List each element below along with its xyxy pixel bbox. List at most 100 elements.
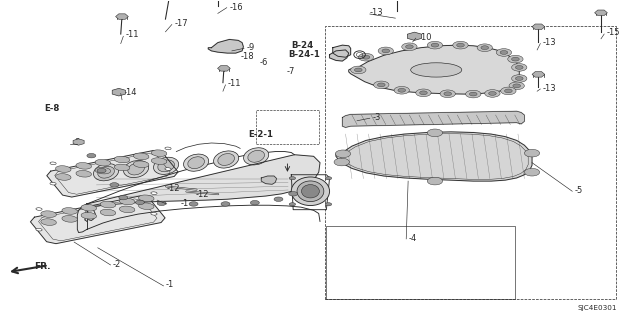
Polygon shape xyxy=(342,111,524,127)
Circle shape xyxy=(87,153,96,158)
Ellipse shape xyxy=(95,160,111,166)
Text: FR.: FR. xyxy=(34,262,51,271)
Circle shape xyxy=(119,196,128,200)
Ellipse shape xyxy=(95,167,111,174)
Text: -5: -5 xyxy=(574,186,582,195)
Polygon shape xyxy=(77,204,87,233)
Circle shape xyxy=(362,55,370,59)
Circle shape xyxy=(508,55,523,63)
Bar xyxy=(326,226,515,299)
Circle shape xyxy=(382,49,390,53)
Circle shape xyxy=(351,66,366,74)
Circle shape xyxy=(157,201,166,205)
Circle shape xyxy=(524,149,540,157)
Ellipse shape xyxy=(50,162,56,165)
Circle shape xyxy=(189,202,198,206)
Circle shape xyxy=(289,192,298,196)
Ellipse shape xyxy=(301,185,319,198)
Ellipse shape xyxy=(411,63,462,77)
Text: -15: -15 xyxy=(606,28,620,37)
Ellipse shape xyxy=(138,195,154,202)
Circle shape xyxy=(500,50,508,54)
Ellipse shape xyxy=(133,161,149,167)
Polygon shape xyxy=(31,196,165,244)
Ellipse shape xyxy=(115,164,130,171)
Circle shape xyxy=(334,158,349,166)
Circle shape xyxy=(355,68,362,72)
Ellipse shape xyxy=(56,166,71,172)
Ellipse shape xyxy=(184,154,209,171)
Text: B-24-1: B-24-1 xyxy=(288,49,320,59)
Circle shape xyxy=(289,203,296,206)
Circle shape xyxy=(325,203,332,206)
Circle shape xyxy=(509,82,524,90)
Polygon shape xyxy=(87,155,320,206)
Text: E-2-1: E-2-1 xyxy=(248,130,273,139)
Text: -18: -18 xyxy=(240,52,254,61)
Polygon shape xyxy=(349,45,519,94)
Ellipse shape xyxy=(138,203,154,210)
Circle shape xyxy=(515,77,523,80)
Ellipse shape xyxy=(154,157,179,174)
Circle shape xyxy=(221,202,230,206)
Ellipse shape xyxy=(93,164,118,181)
Circle shape xyxy=(402,43,417,50)
Text: -7: -7 xyxy=(287,67,295,76)
Circle shape xyxy=(481,46,488,50)
Ellipse shape xyxy=(218,153,234,166)
Circle shape xyxy=(466,90,481,98)
Circle shape xyxy=(513,84,520,88)
Text: -13: -13 xyxy=(542,38,556,47)
Ellipse shape xyxy=(76,163,92,169)
Circle shape xyxy=(500,87,516,95)
Text: -1: -1 xyxy=(166,280,173,289)
Text: -1: -1 xyxy=(180,199,189,208)
Ellipse shape xyxy=(36,208,42,210)
Ellipse shape xyxy=(120,198,135,205)
Circle shape xyxy=(453,41,468,49)
Circle shape xyxy=(398,88,406,92)
Circle shape xyxy=(444,92,452,96)
Circle shape xyxy=(274,197,283,201)
Ellipse shape xyxy=(133,153,149,160)
Polygon shape xyxy=(330,50,349,61)
Circle shape xyxy=(420,91,428,95)
Ellipse shape xyxy=(41,219,56,225)
Ellipse shape xyxy=(244,148,269,165)
Polygon shape xyxy=(333,45,351,57)
Circle shape xyxy=(477,44,492,51)
Text: -16: -16 xyxy=(229,3,243,11)
Text: -3: -3 xyxy=(372,113,381,122)
Ellipse shape xyxy=(158,160,175,172)
Ellipse shape xyxy=(151,150,167,156)
Circle shape xyxy=(511,75,527,82)
Ellipse shape xyxy=(56,174,71,180)
Circle shape xyxy=(484,90,500,97)
Circle shape xyxy=(406,45,413,49)
Bar xyxy=(325,26,616,299)
Text: -2: -2 xyxy=(113,260,121,269)
Circle shape xyxy=(428,129,443,137)
Bar xyxy=(256,110,319,144)
Circle shape xyxy=(511,57,519,61)
Text: -10: -10 xyxy=(419,33,433,42)
Circle shape xyxy=(515,65,523,69)
Circle shape xyxy=(496,49,511,56)
Ellipse shape xyxy=(100,201,116,208)
Text: -14: -14 xyxy=(124,88,137,97)
Circle shape xyxy=(110,183,119,187)
Circle shape xyxy=(428,41,443,49)
Circle shape xyxy=(511,63,527,71)
Ellipse shape xyxy=(214,151,239,168)
Ellipse shape xyxy=(188,157,204,169)
Circle shape xyxy=(358,53,374,61)
Text: -12: -12 xyxy=(195,190,209,199)
Ellipse shape xyxy=(297,181,324,202)
Text: -4: -4 xyxy=(408,234,417,243)
Circle shape xyxy=(431,43,439,47)
Text: SJC4E0301: SJC4E0301 xyxy=(577,305,617,311)
Text: -9: -9 xyxy=(246,43,255,52)
Ellipse shape xyxy=(124,160,148,178)
Circle shape xyxy=(335,150,351,158)
Polygon shape xyxy=(208,40,243,53)
